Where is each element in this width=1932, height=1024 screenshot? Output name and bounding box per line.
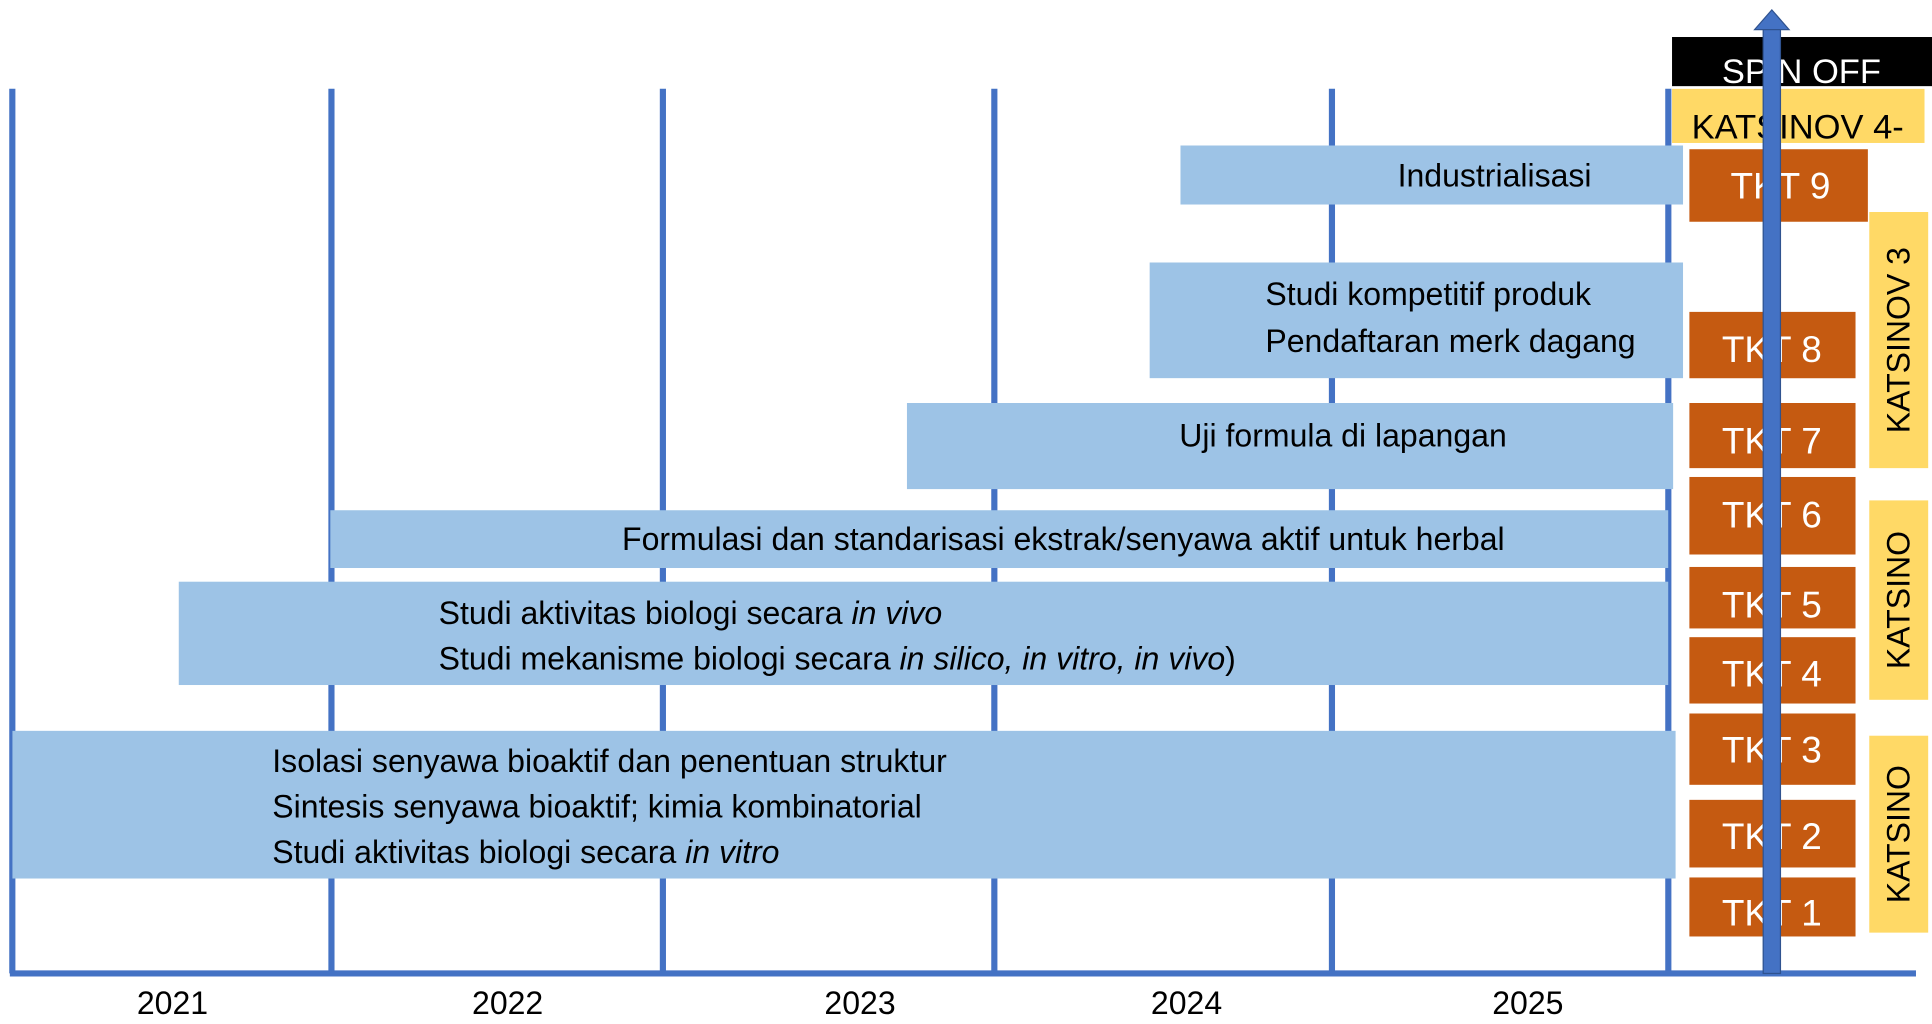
text-run: Uji formula di lapangan bbox=[1179, 418, 1506, 454]
arrow-shaft bbox=[1762, 26, 1782, 975]
text-run: in silico, in vitro, in vivo bbox=[900, 641, 1226, 677]
year-label: 2025 bbox=[1492, 985, 1563, 1021]
katsinov-side-label: KATSINO bbox=[1881, 531, 1917, 669]
activity-text: Studi aktivitas biologi secara in vivo bbox=[439, 596, 943, 632]
bar-fill bbox=[330, 510, 1669, 569]
activity-text: Studi aktivitas biologi secara in vitro bbox=[272, 835, 779, 871]
arrow-head bbox=[1753, 8, 1791, 31]
activity-text: Pendaftaran merk dagang bbox=[1265, 323, 1635, 359]
activity-text: Sintesis senyawa bioaktif; kimia kombina… bbox=[272, 789, 922, 825]
box-fill bbox=[1672, 88, 1925, 143]
activity-bar: Industrialisasi bbox=[1180, 145, 1684, 205]
activity-text: Studi mekanisme biologi secara in silico… bbox=[439, 641, 1236, 677]
year-label: 2023 bbox=[824, 985, 895, 1021]
text-run: in vivo bbox=[852, 596, 943, 632]
text-run: Studi aktivitas biologi secara bbox=[272, 835, 685, 871]
katsinov-top-label: KATSINOV 4- bbox=[1692, 109, 1904, 147]
text-run: Studi mekanisme biologi secara bbox=[439, 641, 900, 677]
text-run: Industrialisasi bbox=[1398, 158, 1592, 194]
year-label: 2021 bbox=[137, 985, 208, 1021]
katsinov-side: KATSINO bbox=[1869, 735, 1929, 933]
bar-fill bbox=[178, 581, 1669, 686]
activity-bar: Uji formula di lapangan bbox=[906, 402, 1674, 490]
spin-off-label: SPIN OFF bbox=[1722, 53, 1881, 91]
box-fill bbox=[1672, 37, 1932, 87]
bar-fill bbox=[12, 730, 1676, 879]
activity-text: Isolasi senyawa bioaktif dan penentuan s… bbox=[272, 743, 947, 779]
katsinov-side: KATSINO bbox=[1869, 500, 1929, 700]
text-run: Sintesis senyawa bioaktif; kimia kombina… bbox=[272, 789, 922, 825]
bar-fill bbox=[1149, 262, 1684, 379]
spin-off: SPIN OFF bbox=[1672, 37, 1932, 91]
activity-bar: Studi aktivitas biologi secara in vivoSt… bbox=[178, 581, 1669, 686]
box-fill bbox=[1869, 500, 1929, 700]
text-run: ) bbox=[1225, 641, 1236, 677]
text-run: in vitro bbox=[685, 835, 779, 871]
year-label: 2022 bbox=[472, 985, 543, 1021]
text-run: Studi aktivitas biologi secara bbox=[439, 596, 852, 632]
activity-bar: Isolasi senyawa bioaktif dan penentuan s… bbox=[12, 730, 1676, 879]
katsinov-side-label: KATSINOV 3 bbox=[1881, 247, 1917, 433]
bar-fill bbox=[906, 402, 1674, 490]
activity-text: Uji formula di lapangan bbox=[1179, 418, 1506, 454]
activity-bar: Formulasi dan standarisasi ekstrak/senya… bbox=[330, 510, 1669, 569]
katsinov-top: KATSINOV 4- bbox=[1672, 88, 1925, 147]
activity-text: Formulasi dan standarisasi ekstrak/senya… bbox=[622, 522, 1505, 558]
text-run: Formulasi dan standarisasi ekstrak/senya… bbox=[622, 522, 1505, 558]
text-run: Pendaftaran merk dagang bbox=[1265, 323, 1635, 359]
katsinov-side-label: KATSINO bbox=[1881, 765, 1917, 903]
katsinov-side: KATSINOV 3 bbox=[1869, 211, 1929, 469]
box-fill bbox=[1869, 211, 1929, 469]
text-run: Studi kompetitif produk bbox=[1265, 276, 1592, 312]
box-fill bbox=[1869, 735, 1929, 933]
activity-text: Studi kompetitif produk bbox=[1265, 276, 1592, 312]
text-run: Isolasi senyawa bioaktif dan penentuan s… bbox=[272, 743, 947, 779]
year-label: 2024 bbox=[1151, 985, 1222, 1021]
activity-text: Industrialisasi bbox=[1398, 158, 1592, 194]
bar-fill bbox=[1180, 145, 1684, 205]
activity-bar: Studi kompetitif produk Pendaftaran merk … bbox=[1149, 262, 1684, 379]
